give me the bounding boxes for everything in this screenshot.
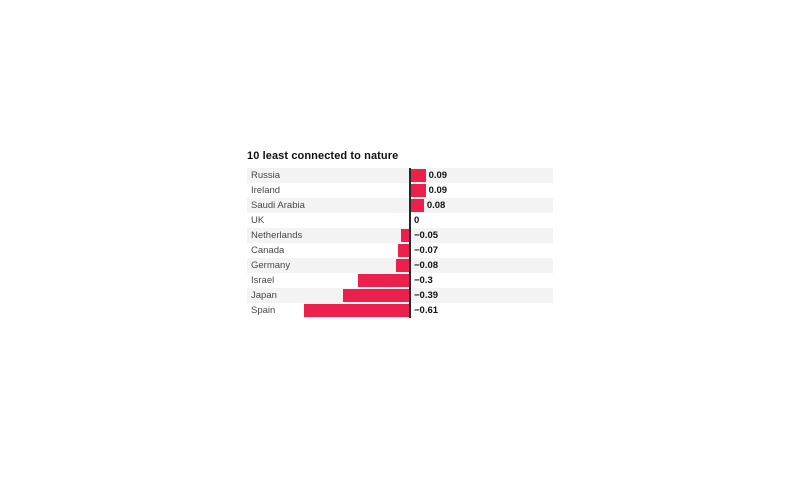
value-label: −0.07	[414, 245, 439, 256]
category-label: Ireland	[251, 185, 281, 196]
value-bar	[401, 229, 410, 242]
value-label: 0.09	[428, 170, 448, 181]
value-label: −0.3	[414, 275, 433, 286]
chart-row: Japan −0.39	[247, 288, 553, 303]
chart-row: Ireland 0.09	[247, 183, 553, 198]
chart-title: 10 least connected to nature	[247, 150, 399, 162]
value-label: −0.08	[414, 260, 439, 271]
value-bar	[396, 259, 410, 272]
category-label: Japan	[251, 290, 277, 301]
value-bar	[342, 289, 410, 302]
category-label: Germany	[251, 260, 291, 271]
value-bar	[397, 244, 410, 257]
category-label: Netherlands	[251, 230, 303, 241]
value-bar	[410, 199, 424, 212]
value-bar	[358, 274, 410, 287]
value-bar	[410, 169, 426, 182]
chart-row: Canada −0.07	[247, 243, 553, 258]
value-label: 0.08	[426, 200, 446, 211]
bar-chart-rows: Russia 0.09 Ireland 0.09 Saudi Arabia 0.08 UK 0…	[247, 168, 553, 318]
category-label: Saudi Arabia	[251, 200, 305, 211]
category-label: UK	[251, 215, 265, 226]
category-label: Canada	[251, 245, 285, 256]
zero-axis-line	[409, 168, 411, 318]
chart-row: Germany −0.08	[247, 258, 553, 273]
category-label: Israel	[251, 275, 275, 286]
value-label: 0	[414, 215, 420, 226]
value-bar	[410, 184, 426, 197]
category-label: Russia	[251, 170, 281, 181]
nature-connectedness-bar-chart: 10 least connected to nature Russia 0.09 I…	[247, 150, 553, 318]
value-label: −0.05	[414, 230, 439, 241]
chart-row: Saudi Arabia 0.08	[247, 198, 553, 213]
value-label: −0.39	[414, 290, 439, 301]
value-label: 0.09	[428, 185, 448, 196]
value-bar	[304, 304, 410, 317]
category-label: Spain	[251, 305, 276, 316]
chart-row: Russia 0.09	[247, 168, 553, 183]
value-label: −0.61	[414, 305, 439, 316]
chart-row: Israel −0.3	[247, 273, 553, 288]
chart-row: Netherlands −0.05	[247, 228, 553, 243]
chart-row: Spain −0.61	[247, 303, 553, 318]
chart-row: UK 0	[247, 213, 553, 228]
